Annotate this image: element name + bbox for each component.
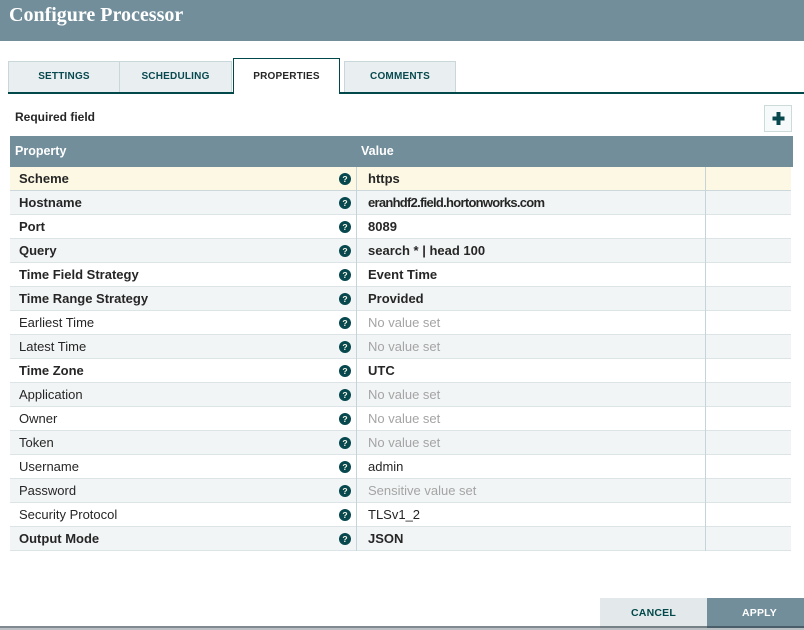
svg-text:?: ? — [342, 270, 347, 280]
svg-text:?: ? — [342, 390, 347, 400]
svg-text:?: ? — [342, 318, 347, 328]
svg-text:?: ? — [342, 438, 347, 448]
svg-text:?: ? — [342, 222, 347, 232]
svg-text:?: ? — [342, 174, 347, 184]
svg-text:?: ? — [342, 486, 347, 496]
svg-text:?: ? — [342, 342, 347, 352]
svg-text:?: ? — [342, 246, 347, 256]
svg-text:?: ? — [342, 510, 347, 520]
svg-text:?: ? — [342, 366, 347, 376]
svg-text:?: ? — [342, 294, 347, 304]
svg-text:?: ? — [342, 198, 347, 208]
svg-text:?: ? — [342, 534, 347, 544]
svg-text:?: ? — [342, 462, 347, 472]
svg-text:?: ? — [342, 414, 347, 424]
